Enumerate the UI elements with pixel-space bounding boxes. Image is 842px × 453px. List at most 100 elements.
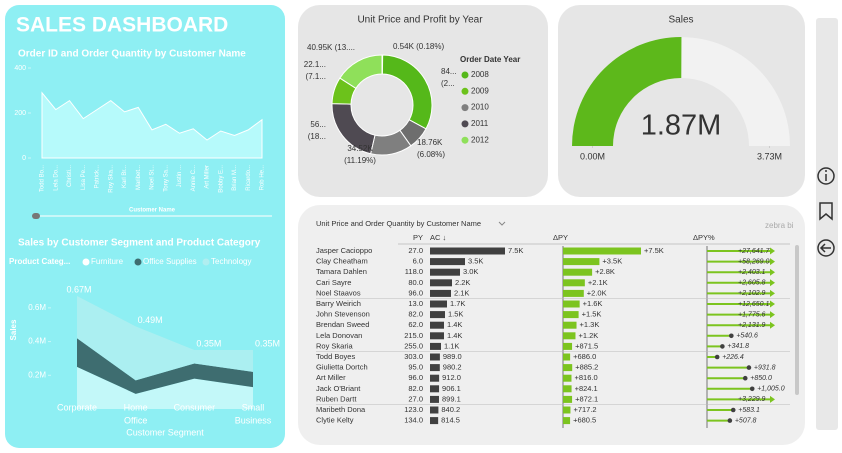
ac-bar [430, 406, 439, 414]
x-tick-label: Lisa Pe... [81, 165, 87, 190]
y-tick-label: 400 [14, 65, 26, 72]
legend-marker [82, 258, 90, 266]
y-tick-label: 200 [14, 110, 26, 117]
delta-pct-pin [707, 311, 775, 319]
x-tick-label: Office [124, 415, 147, 425]
py-value: 6.0 [413, 257, 423, 266]
row-label: Maribeth Dona [316, 405, 366, 414]
delta-label: +686.0 [573, 352, 596, 361]
chart-title: Order ID and Order Quantity by Customer … [18, 49, 246, 60]
ac-label: 840.2 [441, 405, 460, 414]
delta-pct-pin [707, 247, 775, 255]
delta-bar [563, 406, 571, 414]
ac-label: 7.5K [508, 246, 523, 255]
delta-label: +872.1 [575, 394, 598, 403]
py-value: 95.0 [408, 363, 423, 372]
back-icon[interactable] [817, 239, 835, 257]
data-label: 56... [310, 120, 326, 129]
x-tick-label: Ricardo... [246, 165, 252, 191]
area [77, 296, 253, 381]
y-tick-label: 0.2M [28, 370, 46, 379]
slider-handle[interactable] [32, 213, 40, 219]
info-icon[interactable] [817, 167, 835, 185]
data-label: (2... [441, 79, 455, 88]
delta-bar [563, 258, 600, 266]
x-tick-label: Rob He... [260, 165, 266, 191]
x-tick-label: Bobby E... [218, 165, 224, 193]
x-tick-label: Karl Br... [122, 165, 128, 188]
pin-head [720, 344, 725, 349]
ac-label: 3.0K [463, 267, 478, 276]
ac-bar [430, 289, 451, 297]
legend-label: 2010 [471, 103, 489, 112]
py-value: 80.0 [408, 278, 423, 287]
delta-pct-label: +58,269.0 [738, 258, 769, 265]
row-label: Tamara Dahlen [316, 267, 367, 276]
y-axis-label: Sales [9, 319, 18, 340]
bookmark-icon[interactable] [819, 202, 833, 221]
scroll-bar[interactable] [795, 245, 799, 395]
delta-pct-label: +2,403.1 [738, 269, 766, 276]
row-label: Giulietta Dortch [316, 363, 368, 372]
delta-label: +1.5K [582, 310, 602, 319]
ac-label: 899.1 [442, 394, 461, 403]
dropdown-icon [498, 221, 506, 226]
chart-title: Unit Price and Profit by Year [357, 15, 483, 26]
delta-label: +1.3K [580, 320, 600, 329]
pin-head [727, 418, 733, 423]
column-header: ΔPY% [693, 233, 715, 242]
data-label: (7.1... [306, 72, 326, 81]
delta-pct-label: +507.8 [735, 417, 757, 424]
y-tick-label: 0 [22, 155, 26, 162]
pin-arrow [770, 258, 775, 266]
delta-label: +7.5K [644, 246, 664, 255]
pin-head [746, 365, 752, 370]
column-header: PY [413, 233, 423, 242]
legend-title: Product Categ... [9, 257, 70, 266]
delta-label: +2.8K [595, 267, 615, 276]
row-label: Ruben Dartt [316, 394, 357, 403]
py-value: 82.0 [408, 384, 423, 393]
delta-label: +3.5K [602, 257, 622, 266]
pin-arrow [770, 311, 775, 319]
gauge-panel [558, 5, 805, 197]
py-value: 255.0 [404, 341, 423, 350]
ac-bar [430, 279, 452, 287]
gauge-value-label: 1.87M [641, 110, 722, 142]
row-label: Jasper Cacioppo [316, 246, 372, 255]
delta-pct-pin [707, 365, 752, 370]
delta-label: +717.2 [573, 405, 596, 414]
delta-pct-label: +2,605.8 [738, 280, 766, 287]
watermark: zebra bi [765, 221, 794, 230]
delta-bar [563, 385, 572, 393]
delta-pct-label: +341.8 [727, 343, 749, 350]
area [77, 338, 253, 394]
ac-label: 814.5 [441, 416, 460, 425]
pin-head [749, 386, 755, 392]
y-tick-label: 0.4M [28, 337, 46, 346]
delta-pct-pin [707, 375, 748, 381]
total-label: 0.49M [138, 315, 163, 325]
x-tick-label: Business [235, 415, 272, 425]
delta-bar [563, 247, 641, 255]
row-label: Art Miller [316, 373, 346, 382]
ac-label: 980.2 [443, 363, 462, 372]
pin-arrow [770, 289, 775, 297]
delta-pct-label: +2,131.9 [738, 322, 766, 329]
delta-pct-label: +1,775.6 [738, 311, 766, 318]
data-label: 40.95K (13.... [307, 43, 355, 52]
delta-bar [563, 417, 571, 425]
py-value: 82.0 [408, 310, 423, 319]
ac-label: 989.0 [443, 352, 462, 361]
x-tick-label: Maribet... [136, 165, 142, 190]
total-label: 0.67M [66, 284, 91, 294]
delta-label: +885.2 [575, 363, 598, 372]
row-label: Lela Donovan [316, 331, 362, 340]
legend-label: Technology [211, 257, 251, 266]
py-value: 96.0 [408, 373, 423, 382]
ac-bar [430, 258, 465, 266]
py-value: 96.0 [408, 288, 423, 297]
ac-bar [430, 417, 439, 425]
delta-label: +1.6K [583, 299, 603, 308]
